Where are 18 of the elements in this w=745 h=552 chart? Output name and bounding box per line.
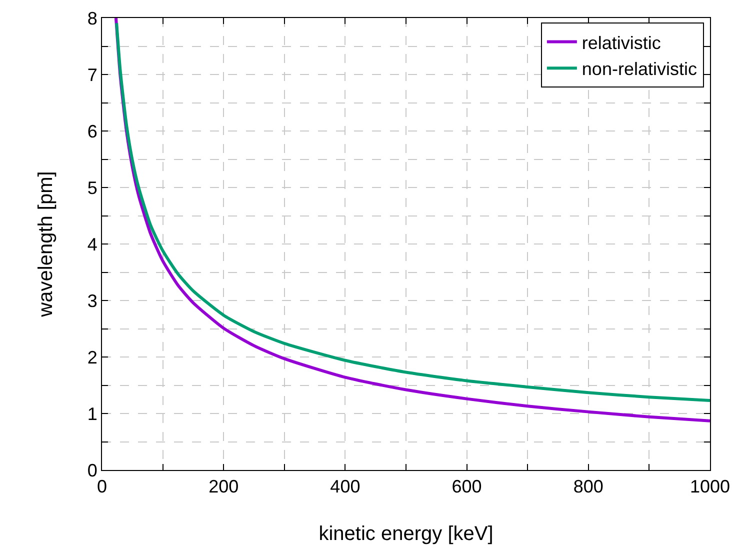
legend-label: relativistic bbox=[582, 32, 661, 53]
x-tick-label: 200 bbox=[208, 476, 239, 497]
y-tick-label: 5 bbox=[87, 178, 98, 198]
y-tick-label: 6 bbox=[87, 121, 98, 142]
y-tick-label: 4 bbox=[87, 234, 98, 254]
x-tick-label: 400 bbox=[330, 476, 360, 497]
y-tick-label: 3 bbox=[87, 290, 98, 311]
legend-label: non-relativistic bbox=[582, 59, 697, 80]
x-tick-label: 600 bbox=[452, 476, 482, 497]
x-tick-label: 1000 bbox=[690, 476, 730, 497]
x-axis-title: kinetic energy [keV] bbox=[318, 523, 494, 545]
y-tick-label: 1 bbox=[87, 404, 98, 424]
y-tick-label: 0 bbox=[87, 460, 98, 480]
y-tick-label: 7 bbox=[87, 64, 98, 85]
x-tick-label: 800 bbox=[573, 476, 604, 497]
y-tick-label: 8 bbox=[87, 8, 98, 28]
y-tick-label: 2 bbox=[87, 347, 98, 368]
y-axis-title: wavelength [pm] bbox=[35, 171, 57, 318]
